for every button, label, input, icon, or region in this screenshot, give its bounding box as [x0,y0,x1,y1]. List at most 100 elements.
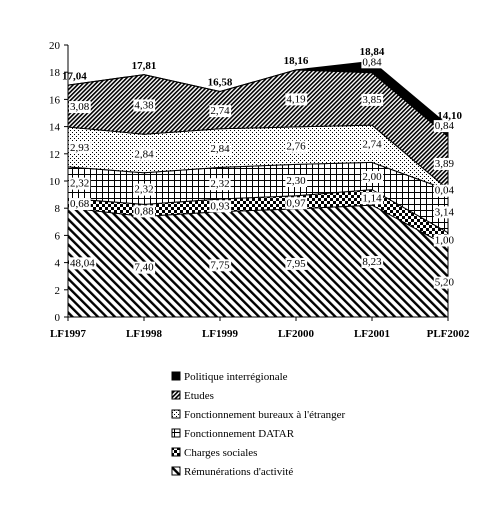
data-label: 0,84 [362,56,382,68]
data-label-bg [361,138,384,151]
data-label-bg [361,256,384,269]
data-label-bg [69,177,91,190]
legend-swatch [171,428,181,438]
legend-label: Fonctionnement DATAR [184,428,295,440]
legend-label: Fonctionnement bureaux à l'étranger [184,409,345,421]
legend-swatch [171,447,181,457]
legend-label: Politique interrégionale [184,371,288,383]
data-label: 2,30 [286,175,306,187]
data-label: 4,38 [134,99,154,111]
data-label-bg [285,140,308,153]
total-label: 18,16 [284,55,309,67]
x-tick-label: LF1999 [202,328,239,340]
data-label-bg [69,198,91,211]
data-label-bg [361,93,384,106]
data-label-bg [361,56,384,69]
data-label: 1,00 [435,234,455,246]
data-label: 0,93 [210,200,230,212]
data-label: 7,95 [286,258,306,270]
data-label: 3,14 [435,206,455,218]
data-label-bg [209,105,232,118]
x-tick-label: PLF2002 [427,328,470,340]
data-label-bg [433,157,456,170]
data-label-bg [133,261,156,274]
total-label: 17,81 [132,60,157,72]
y-tick-label: 12 [49,149,60,161]
data-label-bg [69,257,97,270]
data-label: 2,32 [134,184,153,196]
y-tick-label: 10 [49,176,61,188]
data-label: 48,04 [70,257,95,269]
legend-label: Charges sociales [184,447,257,459]
x-tick-label: LF1998 [126,328,163,340]
data-label: 3,85 [362,94,382,106]
legend-swatch [171,466,181,476]
data-label-bg [209,178,231,191]
data-label: 2,76 [286,141,306,153]
data-label: 0,84 [435,120,455,132]
total-label: 18,84 [360,46,385,58]
data-label: 2,74 [362,139,382,151]
data-label-bg [209,143,232,156]
y-tick-label: 6 [55,230,61,242]
data-label-bg [285,175,308,188]
data-label-bg [285,197,308,210]
data-label: 2,32 [70,178,89,190]
data-label: 3,89 [435,158,455,170]
total-label: 17,04 [62,70,87,82]
data-label-bg [433,184,456,197]
data-label-bg [133,183,155,196]
data-label: 2,74 [210,105,230,117]
data-label: 4,19 [286,93,306,105]
data-label: 3,08 [70,101,90,113]
data-label-bg [285,257,308,270]
data-label-bg [209,200,232,213]
data-label: 2,00 [362,171,382,183]
data-label: 2,32 [210,178,229,190]
data-label: 8,23 [362,256,382,268]
data-label: 0,04 [435,185,455,197]
data-label-bg [433,234,456,247]
legend-label: Etudes [184,390,214,402]
data-label-bg [133,99,156,112]
data-label-bg [361,170,384,183]
y-tick-label: 14 [49,122,61,134]
data-label-bg [285,93,308,106]
legend-label: Rémunérations d'activité [184,466,293,478]
legend-swatch [171,409,181,419]
data-label: 0,97 [286,197,306,209]
data-label: 1,14 [362,192,382,204]
data-label-bg [433,276,456,289]
total-label: 14,10 [437,110,462,122]
y-tick-label: 16 [49,94,61,106]
data-label-bg [433,206,456,219]
legend-swatch [171,390,181,400]
data-label-bg [133,148,156,161]
data-label-bg [133,205,156,218]
data-label: 2,93 [70,142,90,154]
legend-swatch [171,371,181,381]
data-label: 0,88 [134,205,154,217]
data-label: 7,40 [134,262,154,274]
data-label-bg [433,120,456,133]
data-label-bg [361,192,384,205]
data-label: 2,84 [210,143,230,155]
data-label: 5,20 [435,277,455,289]
data-label: 7,75 [210,259,230,271]
x-tick-label: LF1997 [50,328,87,340]
data-label: 2,84 [134,149,154,161]
area-0 [67,204,449,318]
data-label: 0,68 [70,198,90,210]
y-tick-label: 2 [55,285,61,297]
y-tick-label: 8 [55,203,61,215]
y-tick-label: 20 [49,40,61,52]
y-tick-label: 18 [49,67,61,79]
y-tick-label: 0 [55,312,61,324]
data-label-bg [69,101,91,114]
data-label-bg [209,259,232,272]
data-label-bg [69,141,91,154]
x-tick-label: LF2001 [354,328,390,340]
total-label: 16,58 [208,77,233,89]
x-tick-label: LF2000 [278,328,315,340]
